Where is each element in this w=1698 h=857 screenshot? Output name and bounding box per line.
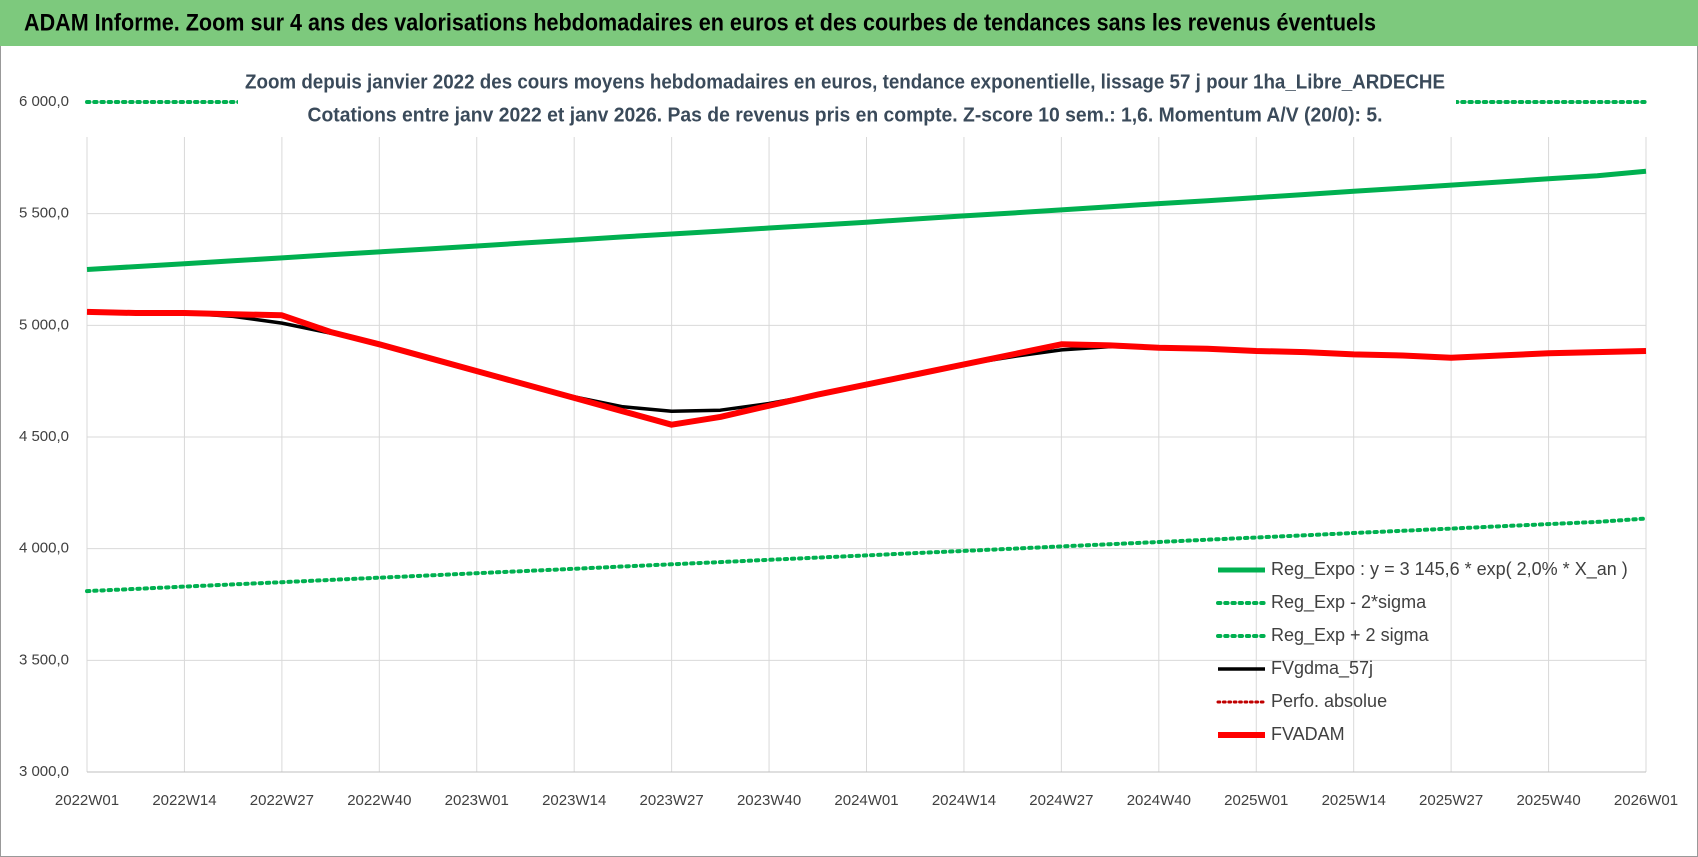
legend-label: Reg_Expo : y = 3 145,6 * exp( 2,0% * X_a… [1271, 559, 1628, 580]
x-tick-label: 2025W40 [1516, 792, 1580, 809]
x-tick-label: 2023W27 [640, 792, 704, 809]
y-tick-label: 4 500,0 [19, 428, 69, 445]
x-tick-label: 2025W01 [1224, 792, 1288, 809]
x-tick-label: 2025W14 [1322, 792, 1386, 809]
x-tick-label: 2026W01 [1614, 792, 1678, 809]
legend-label: Reg_Exp + 2 sigma [1271, 625, 1430, 646]
y-tick-label: 4 000,0 [19, 540, 69, 557]
x-tick-label: 2022W27 [250, 792, 314, 809]
y-tick-label: 5 500,0 [19, 205, 69, 222]
x-tick-label: 2024W01 [834, 792, 898, 809]
y-tick-label: 3 500,0 [19, 651, 69, 668]
series-line [86, 168, 1647, 272]
x-tick-label: 2022W40 [347, 792, 411, 809]
x-tick-label: 2024W40 [1127, 792, 1191, 809]
x-tick-label: 2024W27 [1029, 792, 1093, 809]
x-tick-label: 2023W40 [737, 792, 801, 809]
series-line [86, 308, 1647, 428]
subtitle-line: Cotations entre janv 2022 et janv 2026. … [308, 104, 1383, 126]
y-tick-label: 6 000,0 [19, 93, 69, 110]
subtitle-box [238, 62, 1456, 134]
header-bar [0, 0, 1698, 46]
x-tick-label: 2022W01 [55, 792, 119, 809]
x-tick-label: 2023W01 [445, 792, 509, 809]
legend-label: FVADAM [1271, 724, 1345, 744]
x-tick-label: 2024W14 [932, 792, 996, 809]
legend-label: FVgdma_57j [1271, 658, 1373, 679]
x-tick-label: 2023W14 [542, 792, 606, 809]
x-tick-label: 2025W27 [1419, 792, 1483, 809]
legend-label: Reg_Exp - 2*sigma [1271, 592, 1427, 613]
y-tick-label: 5 000,0 [19, 316, 69, 333]
legend-label: Perfo. absolue [1271, 691, 1387, 711]
subtitle-line: Zoom depuis janvier 2022 des cours moyen… [245, 71, 1445, 93]
chart-title: ADAM Informe. Zoom sur 4 ans des valoris… [24, 9, 1376, 36]
legend: Reg_Expo : y = 3 145,6 * exp( 2,0% * X_a… [1216, 559, 1628, 744]
y-tick-label: 3 000,0 [19, 763, 69, 780]
x-tick-label: 2022W14 [152, 792, 216, 809]
series-line [85, 516, 1648, 594]
